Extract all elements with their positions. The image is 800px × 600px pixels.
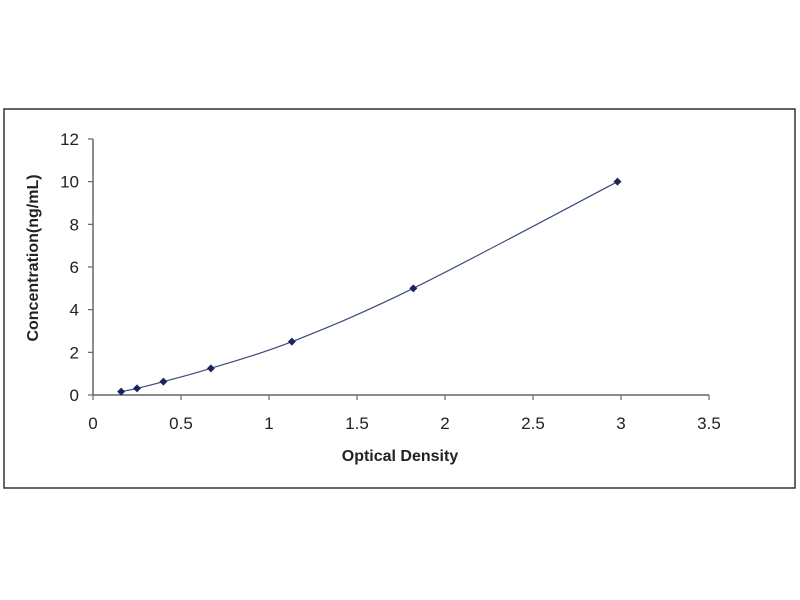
x-axis-title: Optical Density	[342, 448, 459, 465]
x-tick-label: 1.5	[345, 414, 369, 433]
data-point	[206, 364, 215, 373]
y-tick-label: 12	[60, 130, 79, 149]
x-tick-label: 3	[616, 414, 625, 433]
x-tick-label: 1	[264, 414, 273, 433]
y-tick-label: 10	[60, 173, 79, 192]
y-tick-label: 2	[70, 343, 79, 362]
y-axis: 0 2 4 6 8 10 12	[60, 130, 94, 405]
data-point	[117, 387, 126, 396]
data-point	[133, 384, 141, 393]
y-tick-label: 6	[70, 258, 79, 277]
y-tick-label: 0	[70, 386, 79, 405]
data-point	[159, 377, 168, 386]
x-tick-label: 3.5	[697, 414, 721, 433]
data-point	[613, 177, 622, 186]
data-points	[117, 177, 622, 396]
x-axis: 0 0.5 1 1.5 2 2.5 3 3.5	[88, 394, 721, 433]
data-point	[409, 284, 418, 293]
y-axis-title: Concentration(ng/mL)	[25, 174, 42, 341]
fitted-curve	[121, 181, 618, 393]
y-tick-label: 8	[70, 215, 79, 234]
y-tick-label: 4	[70, 301, 79, 320]
x-tick-label: 0.5	[169, 414, 193, 433]
x-tick-label: 0	[88, 414, 97, 433]
data-point	[287, 337, 296, 346]
x-tick-label: 2	[440, 414, 449, 433]
x-tick-label: 2.5	[521, 414, 545, 433]
chart-frame	[3, 108, 796, 489]
